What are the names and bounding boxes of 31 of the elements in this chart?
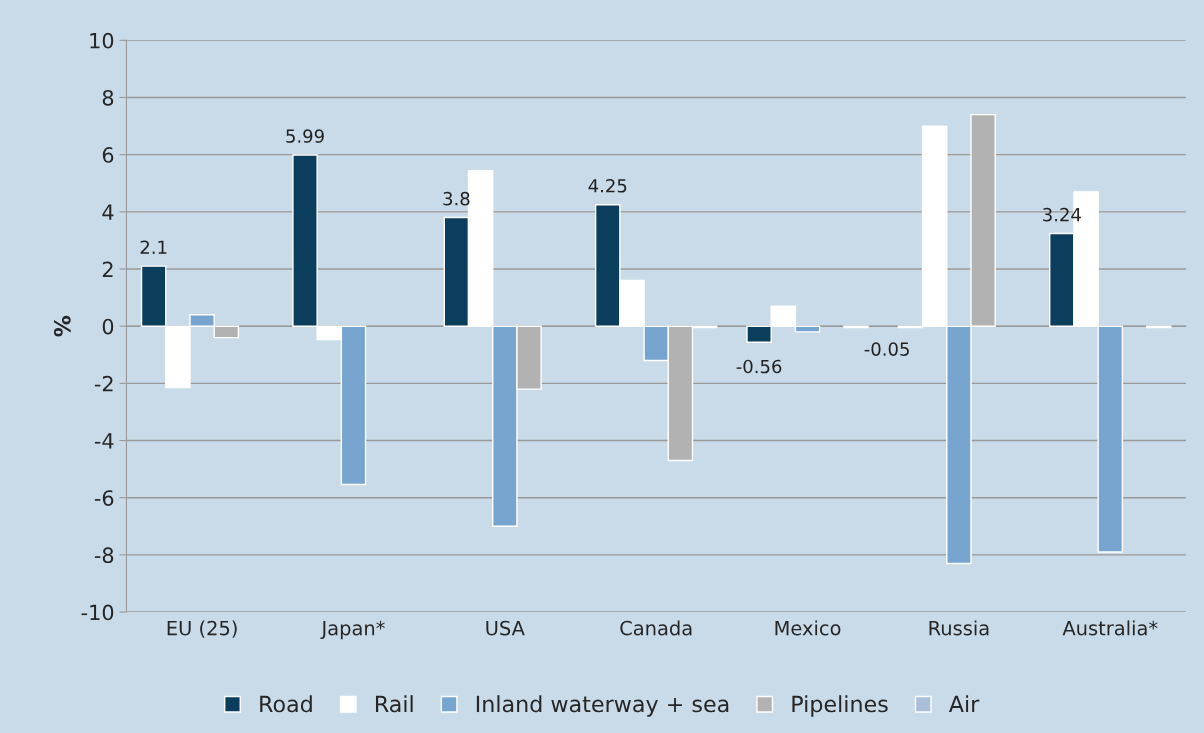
y-tick-label: 2: [102, 261, 113, 277]
y-tick-label: -8: [94, 547, 114, 564]
data-label: 2.1: [140, 240, 167, 254]
legend-label: Pipelines: [792, 695, 888, 717]
legend-label: Road: [260, 695, 312, 713]
y-tick-label: -2: [94, 375, 113, 392]
data-label: 5.99: [286, 129, 324, 143]
y-tick-label: 8: [102, 89, 114, 106]
legend-label: Air: [948, 695, 980, 713]
data-label: -0.56: [736, 359, 782, 374]
data-label: 4.25: [588, 178, 627, 193]
y-axis-title: %: [53, 315, 71, 337]
y-tick-label: 0: [102, 318, 114, 335]
data-label: 3.8: [443, 191, 470, 206]
x-tick-label: Australia*: [1062, 620, 1158, 636]
y-tick-label: 4: [102, 204, 114, 220]
x-tick-label: Japan*: [320, 620, 385, 640]
data-label: 3.24: [1043, 207, 1081, 222]
x-tick-label: Russia: [929, 620, 989, 636]
y-tick-label: -4: [94, 433, 114, 449]
x-tick-label: EU (25): [167, 620, 237, 638]
legend-label: Inland waterway + sea: [476, 695, 729, 717]
y-tick-label: -10: [81, 604, 114, 621]
x-tick-label: Canada: [620, 620, 692, 636]
y-tick-label: 10: [90, 32, 114, 49]
x-tick-label: Mexico: [775, 620, 841, 636]
x-tick-label: USA: [486, 620, 525, 636]
legend-label: Rail: [375, 695, 413, 713]
data-label: -0.05: [864, 342, 909, 356]
y-tick-label: 6: [102, 147, 114, 163]
y-tick-label: -6: [94, 490, 114, 506]
